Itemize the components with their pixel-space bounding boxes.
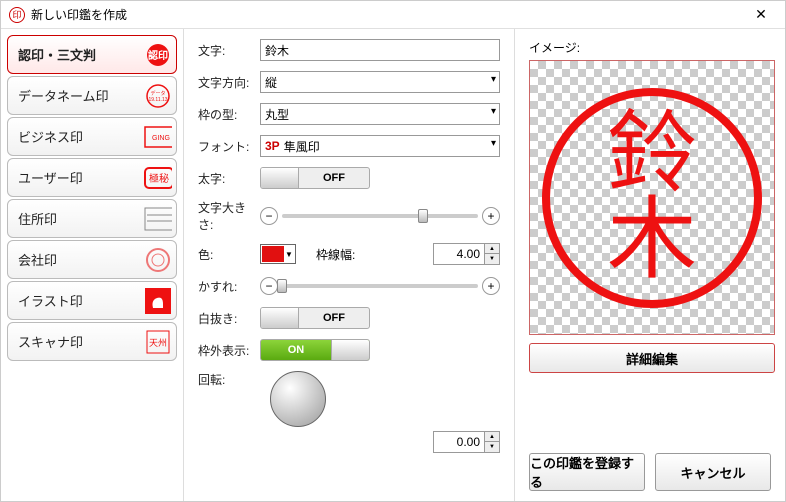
kasure-label: かすれ:: [198, 278, 260, 295]
svg-text:データ: データ: [150, 90, 165, 97]
thumb-icon: 極秘: [144, 164, 172, 192]
text-label: 文字:: [198, 42, 260, 59]
font-select[interactable]: 3P隼風印: [260, 135, 500, 157]
frame-select[interactable]: [260, 103, 500, 125]
bold-label: 太字:: [198, 170, 260, 187]
category-sidebar: 認印・三文判 認印 データネーム印 データ19.11.13 ビジネス印 GING…: [1, 29, 183, 501]
category-scanner[interactable]: スキャナ印 天州: [7, 322, 177, 361]
category-illust[interactable]: イラスト印: [7, 281, 177, 320]
kasure-minus[interactable]: −: [260, 277, 278, 295]
size-slider[interactable]: [282, 214, 478, 218]
thumb-icon: GING: [144, 123, 172, 151]
category-user[interactable]: ユーザー印 極秘: [7, 158, 177, 197]
preview-canvas: 鈴 木: [529, 60, 775, 335]
preview-label: イメージ:: [529, 39, 771, 56]
shironuki-label: 白抜き:: [198, 310, 260, 327]
settings-panel: 文字: 文字方向: 枠の型: フォント: 3P隼風印 太字: OFF 文字大きさ…: [183, 29, 515, 501]
color-label: 色:: [198, 246, 260, 263]
close-button[interactable]: ✕: [745, 6, 777, 23]
detail-edit-button[interactable]: 詳細編集: [529, 343, 775, 373]
svg-text:GING: GING: [152, 135, 170, 142]
direction-select[interactable]: [260, 71, 500, 93]
category-business[interactable]: ビジネス印 GING: [7, 117, 177, 156]
thumb-icon: [144, 287, 172, 315]
thumb-icon: 認印: [144, 41, 172, 69]
titlebar: 印 新しい印鑑を作成 ✕: [1, 1, 785, 29]
window: 印 新しい印鑑を作成 ✕ 認印・三文判 認印 データネーム印 データ19.11.…: [0, 0, 786, 502]
stamp-preview: 鈴 木: [542, 88, 762, 308]
size-label: 文字大きさ:: [198, 199, 260, 233]
category-address[interactable]: 住所印: [7, 199, 177, 238]
cancel-button[interactable]: キャンセル: [655, 453, 771, 491]
thumb-icon: [144, 205, 172, 233]
font-label: フォント:: [198, 138, 260, 155]
svg-text:19.11.13: 19.11.13: [148, 97, 167, 103]
wakugai-toggle[interactable]: ON: [260, 339, 370, 361]
frame-label: 枠の型:: [198, 106, 260, 123]
linewidth-label: 枠線幅:: [316, 246, 355, 263]
rotate-dial[interactable]: [270, 371, 326, 427]
thumb-icon: データ19.11.13: [144, 82, 172, 110]
register-button[interactable]: この印鑑を登録する: [529, 453, 645, 491]
text-input[interactable]: [260, 39, 500, 61]
category-mitomein[interactable]: 認印・三文判 認印: [7, 35, 177, 74]
preview-panel: イメージ: 鈴 木 詳細編集 この印鑑を登録する キャンセル: [515, 29, 785, 501]
linewidth-spinner[interactable]: ▲▼: [433, 243, 500, 265]
shironuki-toggle[interactable]: OFF: [260, 307, 370, 329]
category-dataname[interactable]: データネーム印 データ19.11.13: [7, 76, 177, 115]
size-plus[interactable]: +: [482, 207, 500, 225]
size-minus[interactable]: −: [260, 207, 278, 225]
category-company[interactable]: 会社印: [7, 240, 177, 279]
rotate-label: 回転:: [198, 371, 260, 388]
body: 認印・三文判 認印 データネーム印 データ19.11.13 ビジネス印 GING…: [1, 29, 785, 501]
window-title: 新しい印鑑を作成: [31, 6, 745, 23]
thumb-icon: 天州: [144, 328, 172, 356]
kasure-plus[interactable]: +: [482, 277, 500, 295]
svg-text:極秘: 極秘: [149, 172, 169, 185]
app-icon: 印: [9, 7, 25, 23]
direction-label: 文字方向:: [198, 74, 260, 91]
rotate-spinner[interactable]: ▲▼: [433, 431, 500, 453]
thumb-icon: [144, 246, 172, 274]
bold-toggle[interactable]: OFF: [260, 167, 370, 189]
kasure-slider[interactable]: [282, 284, 478, 288]
color-picker[interactable]: ▼: [260, 244, 296, 264]
wakugai-label: 枠外表示:: [198, 342, 260, 359]
svg-text:認印: 認印: [148, 49, 168, 62]
svg-text:天州: 天州: [149, 338, 167, 348]
